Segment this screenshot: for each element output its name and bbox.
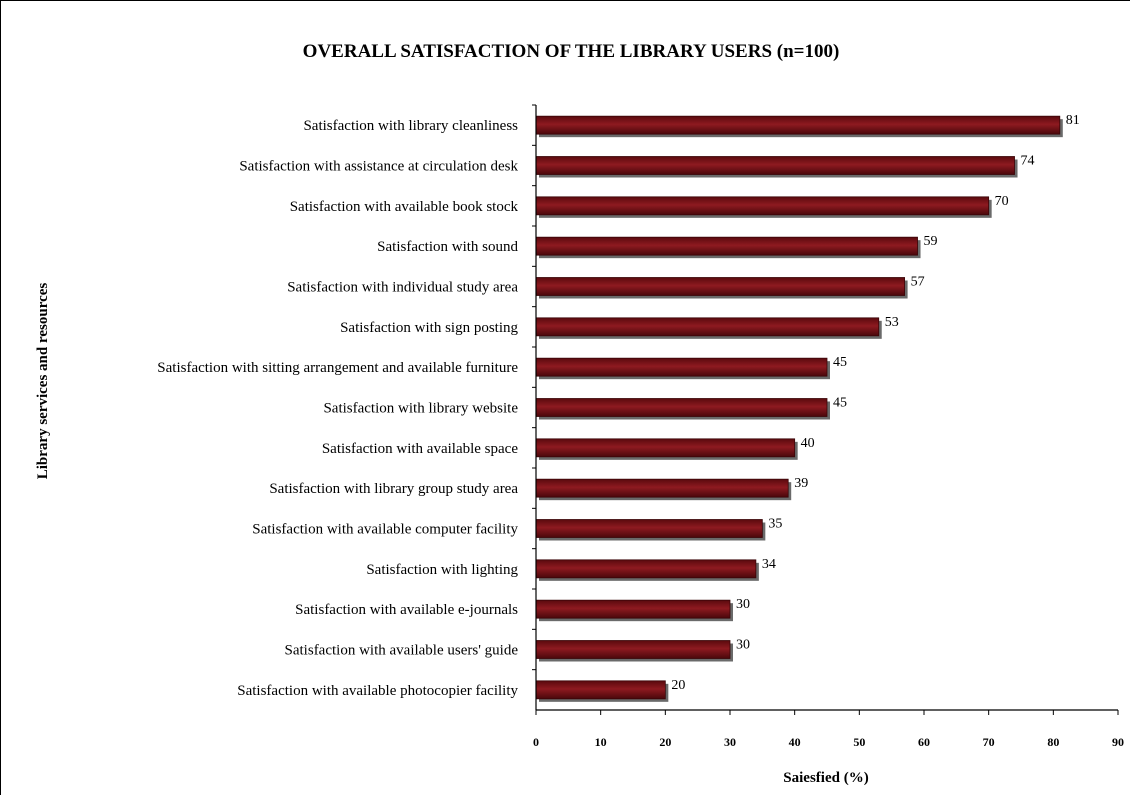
value-label: 30	[736, 597, 750, 612]
x-axis-title: Saiesfied (%)	[783, 770, 868, 786]
category-label: Satisfaction with available computer fac…	[252, 522, 518, 538]
x-ticks: 0 10 20 30 40 50 60 70 80 90	[533, 710, 1124, 749]
x-tick-label: 40	[789, 735, 801, 749]
bar	[535, 277, 906, 296]
value-label: 74	[1021, 154, 1035, 169]
category-label: Satisfaction with library cleanliness	[303, 118, 518, 134]
bar	[535, 640, 731, 659]
category-label: Satisfaction with available book stock	[290, 199, 519, 215]
value-label: 34	[762, 557, 776, 572]
category-label: Satisfaction with library website	[323, 401, 518, 417]
category-label: Satisfaction with lighting	[366, 562, 518, 578]
x-tick-label: 30	[724, 735, 736, 749]
bar	[535, 478, 789, 498]
bar	[535, 599, 731, 619]
category-label: Satisfaction with library group study ar…	[269, 481, 518, 497]
value-labels: 81 74 70 59 57 53 45 45 40 39 35 34 30 30 20	[671, 113, 1079, 693]
category-label: Satisfaction with sign posting	[340, 320, 518, 336]
value-label: 45	[833, 355, 847, 370]
bar	[535, 398, 828, 417]
category-label: Satisfaction with available photocopier …	[237, 683, 518, 699]
category-label: Satisfaction with available users' guide	[285, 643, 519, 659]
value-label: 39	[794, 476, 808, 491]
value-label: 30	[736, 638, 750, 653]
category-label: Satisfaction with individual study area	[287, 280, 518, 296]
bar	[535, 357, 828, 377]
bar	[535, 680, 666, 700]
category-label: Satisfaction with assistance at circulat…	[239, 159, 518, 175]
bar	[535, 438, 796, 458]
category-label: Satisfaction with available e-journals	[295, 602, 518, 618]
x-tick-label: 90	[1112, 735, 1124, 749]
category-labels: Satisfaction with library cleanliness Sat…	[157, 118, 518, 699]
x-tick-label: 0	[533, 735, 539, 749]
value-label: 20	[671, 678, 685, 693]
bar	[535, 156, 1015, 175]
value-label: 81	[1066, 113, 1080, 128]
bar	[535, 236, 918, 256]
value-label: 53	[885, 315, 899, 330]
value-label: 59	[924, 234, 938, 249]
bar	[535, 115, 1061, 135]
value-label: 70	[995, 194, 1009, 209]
value-label: 35	[768, 517, 782, 532]
x-tick-label: 60	[918, 735, 930, 749]
x-tick-label: 70	[983, 735, 995, 749]
chart-title: OVERALL SATISFACTION OF THE LIBRARY USER…	[303, 41, 840, 62]
bar	[535, 196, 990, 216]
category-label: Satisfaction with sound	[377, 239, 518, 255]
x-tick-label: 50	[853, 735, 865, 749]
bar	[535, 519, 763, 538]
x-tick-label: 20	[659, 735, 671, 749]
bar	[535, 559, 757, 579]
x-tick-label: 80	[1047, 735, 1059, 749]
axes	[532, 104, 1118, 711]
category-label: Satisfaction with available space	[322, 441, 519, 457]
bar	[535, 317, 880, 337]
x-tick-label: 10	[595, 735, 607, 749]
value-label: 45	[833, 396, 847, 411]
value-label: 57	[911, 275, 925, 290]
bars-group	[535, 115, 1063, 702]
value-label: 40	[801, 436, 815, 451]
category-label: Satisfaction with sitting arrangement an…	[157, 360, 518, 376]
y-axis-title: Library services and resources	[35, 283, 51, 480]
